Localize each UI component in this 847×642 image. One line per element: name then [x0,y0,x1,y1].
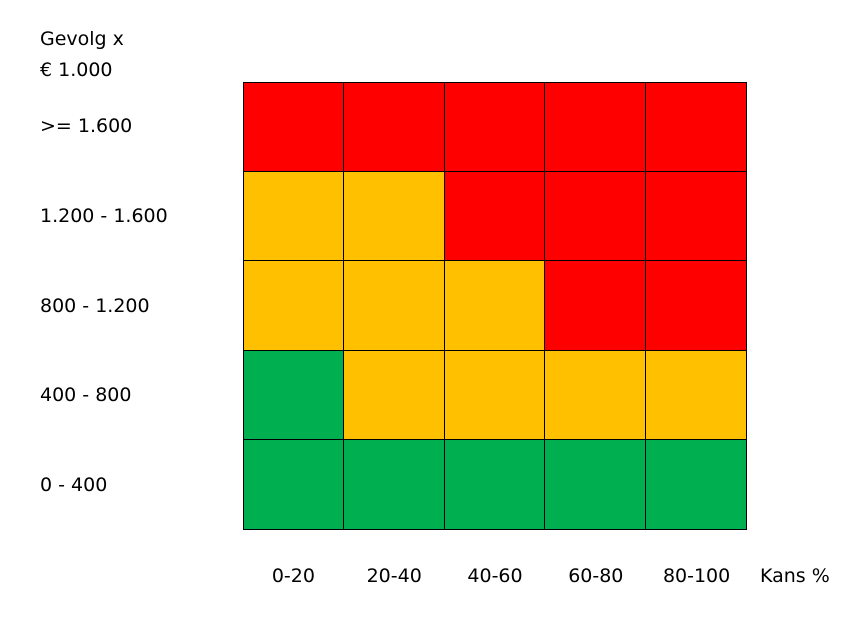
y-tick-label: 1.200 - 1.600 [40,204,168,227]
heatmap-cell [244,439,345,529]
heatmap-cell [645,83,746,173]
heatmap-cell [444,172,546,262]
y-tick-label: >= 1.600 [40,115,133,138]
heatmap-cell [545,83,646,173]
heatmap-cell [344,83,445,173]
risk-matrix-grid [243,82,747,530]
y-tick-label: 800 - 1.200 [40,294,150,317]
heatmap-cell [344,439,445,529]
heatmap-cell [645,350,746,440]
heatmap-cell [444,350,546,440]
heatmap-cell [444,83,546,173]
heatmap-cell [344,350,445,440]
heatmap-cell [244,83,345,173]
y-tick-label: 0 - 400 [40,473,108,496]
heatmap-cell [244,261,345,351]
heatmap-cell [545,261,646,351]
y-tick-label: 400 - 800 [40,384,132,407]
heatmap-cell [645,261,746,351]
chart-title-line-2: € 1.000 [40,59,113,81]
heatmap-cell [645,439,746,529]
x-tick-label: 40-60 [467,565,523,587]
x-axis-title: Kans % [760,565,830,587]
x-tick-label: 0-20 [271,565,315,587]
heatmap-cell [344,261,445,351]
heatmap-cell [444,261,546,351]
chart-title-line-1: Gevolg x [40,28,124,50]
x-tick-label: 20-40 [366,565,422,587]
heatmap-cell [545,172,646,262]
heatmap-cell [244,350,345,440]
heatmap-cell [545,439,646,529]
heatmap-cell [244,172,345,262]
heatmap-cell [344,172,445,262]
heatmap-cell [444,439,546,529]
heatmap-cell [545,350,646,440]
x-tick-label: 60-80 [568,565,624,587]
heatmap-cell [645,172,746,262]
x-tick-label: 80-100 [662,565,731,587]
